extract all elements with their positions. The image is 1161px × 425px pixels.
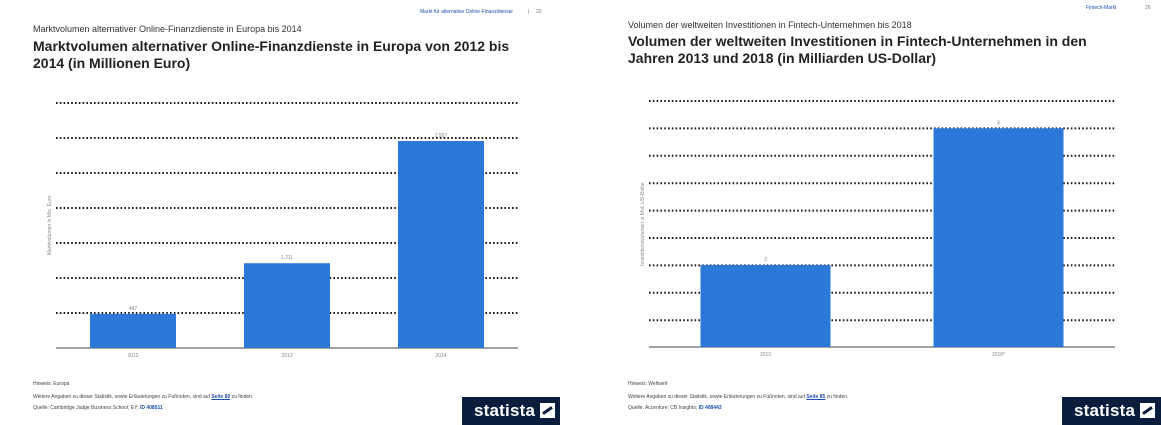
slide-left: Markt für alternative Online-Finanzdiens… bbox=[0, 0, 560, 425]
bar-chart-left: Marktvolumen in Mio. Euro 487 2012 1.211 201… bbox=[47, 102, 518, 359]
chart-subtitle: Volumen der weltweiten Investitionen in … bbox=[628, 20, 912, 30]
header-separator: | bbox=[528, 9, 530, 15]
footer-more-suffix: zu finden. bbox=[231, 394, 254, 400]
chart-title-line-2: 2014 (in Millionen Euro) bbox=[33, 55, 191, 71]
footer-page-link[interactable]: Seite 85 bbox=[806, 394, 826, 400]
footer-hint: Hinweis: Europa bbox=[33, 381, 70, 387]
footer-more-text: Weitere Angaben zu dieser Statistik, sow… bbox=[33, 394, 210, 400]
data-label: 1.211 bbox=[281, 255, 293, 261]
bar-2018 bbox=[933, 128, 1064, 347]
header-link[interactable]: Fintech-Markt bbox=[1086, 5, 1117, 11]
statista-logo: statista bbox=[462, 397, 560, 425]
footer-source-text: Quelle: Accenture; CB Insights; bbox=[628, 405, 698, 411]
bar-chart-right: Investitionsvolumen in Mrd. US-Dollar 3 20… bbox=[640, 100, 1115, 358]
statista-logo: statista bbox=[1062, 397, 1161, 425]
data-label: 3 bbox=[764, 257, 767, 263]
chart-title: Volumen der weltweiten Investitionen in … bbox=[628, 33, 1087, 67]
x-tick-label: 2012 bbox=[127, 353, 138, 359]
data-label: 2.957 bbox=[435, 133, 448, 139]
footer-more-info: Weitere Angaben zu dieser Statistik, sow… bbox=[628, 394, 848, 400]
footer-source-id[interactable]: ID 408511 bbox=[139, 405, 163, 411]
data-label: 8 bbox=[997, 120, 1000, 126]
data-label: 487 bbox=[129, 306, 138, 312]
footer-more-text: Weitere Angaben zu dieser Statistik, sow… bbox=[628, 394, 805, 400]
x-tick-label: 2018* bbox=[992, 352, 1005, 358]
statista-mark-icon bbox=[540, 403, 555, 418]
slide-right: Fintech-Markt 26 Volumen der weltweiten … bbox=[600, 0, 1161, 425]
chart-subtitle: Marktvolumen alternativer Online-Finanzd… bbox=[33, 24, 302, 34]
x-tick-label: 2013 bbox=[281, 353, 292, 359]
page-number: 20 bbox=[536, 9, 542, 15]
bar-2012 bbox=[90, 313, 176, 348]
bar-2013 bbox=[244, 263, 330, 348]
footer-more-info: Weitere Angaben zu dieser Statistik, sow… bbox=[33, 394, 253, 400]
y-axis-label: Marktvolumen in Mio. Euro bbox=[47, 196, 53, 256]
logo-text: statista bbox=[1074, 401, 1136, 420]
footer-more-suffix: zu finden. bbox=[826, 394, 849, 400]
chart-title-line-1: Marktvolumen alternativer Online-Finanzd… bbox=[33, 38, 510, 54]
footer-hint: Hinweis: Weltweit bbox=[628, 381, 668, 387]
logo-text: statista bbox=[474, 401, 536, 420]
footer-page-link[interactable]: Seite 80 bbox=[211, 394, 231, 400]
header-link[interactable]: Markt für alternative Online-Finanzdiens… bbox=[420, 9, 513, 15]
footer-source: Quelle: Accenture; CB Insights; ID 40844… bbox=[628, 405, 722, 411]
page-number: 26 bbox=[1145, 5, 1151, 11]
footer-source-id[interactable]: ID 408443 bbox=[698, 405, 722, 411]
x-tick-label: 2014 bbox=[435, 353, 446, 359]
y-axis-label: Investitionsvolumen in Mrd. US-Dollar bbox=[640, 182, 646, 266]
footer-source: Quelle: Cambridge Judge Business School;… bbox=[33, 405, 163, 411]
statista-mark-icon bbox=[1140, 403, 1155, 418]
chart-title: Marktvolumen alternativer Online-Finanzd… bbox=[33, 38, 509, 72]
chart-title-line-2: Jahren 2013 und 2018 (in Milliarden US-D… bbox=[628, 50, 937, 66]
x-tick-label: 2013 bbox=[760, 352, 771, 358]
chart-title-line-1: Volumen der weltweiten Investitionen in … bbox=[628, 33, 1087, 49]
footer-source-text: Quelle: Cambridge Judge Business School;… bbox=[33, 405, 139, 411]
bar-2014 bbox=[398, 141, 484, 348]
bar-2013 bbox=[700, 265, 831, 347]
